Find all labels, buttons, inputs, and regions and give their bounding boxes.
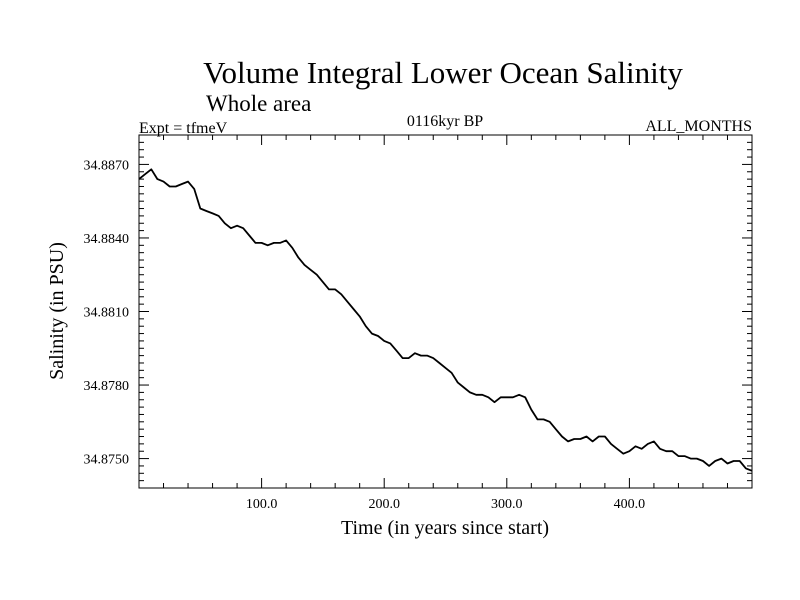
y-tick-label: 34.8750 xyxy=(84,453,130,468)
x-tick-label: 300.0 xyxy=(491,497,523,512)
y-axis-label: Salinity (in PSU) xyxy=(46,242,68,380)
x-tick-label: 100.0 xyxy=(246,497,278,512)
months-label: ALL_MONTHS xyxy=(645,118,752,135)
experiment-label: Expt = tfmeV xyxy=(139,120,228,137)
y-tick-label: 34.8870 xyxy=(84,158,130,173)
y-tick-label: 34.8840 xyxy=(84,232,130,247)
x-axis: 100.0 200.0 300.0 400.0 xyxy=(163,135,728,512)
y-tick-label: 34.8810 xyxy=(84,306,130,321)
salinity-series-line xyxy=(138,168,753,472)
x-tick-label: 400.0 xyxy=(614,497,646,512)
period-label: 0116kyr BP xyxy=(407,113,483,130)
y-axis: 34.8750 34.8780 34.8810 34.8840 34.8870 xyxy=(84,141,752,482)
chart-subtitle: Whole area xyxy=(206,91,311,116)
plot-frame xyxy=(138,134,753,489)
x-tick-label: 200.0 xyxy=(368,497,400,512)
y-tick-label: 34.8780 xyxy=(84,379,130,394)
chart-title: Volume Integral Lower Ocean Salinity xyxy=(203,55,683,90)
x-axis-label: Time (in years since start) xyxy=(341,517,549,539)
